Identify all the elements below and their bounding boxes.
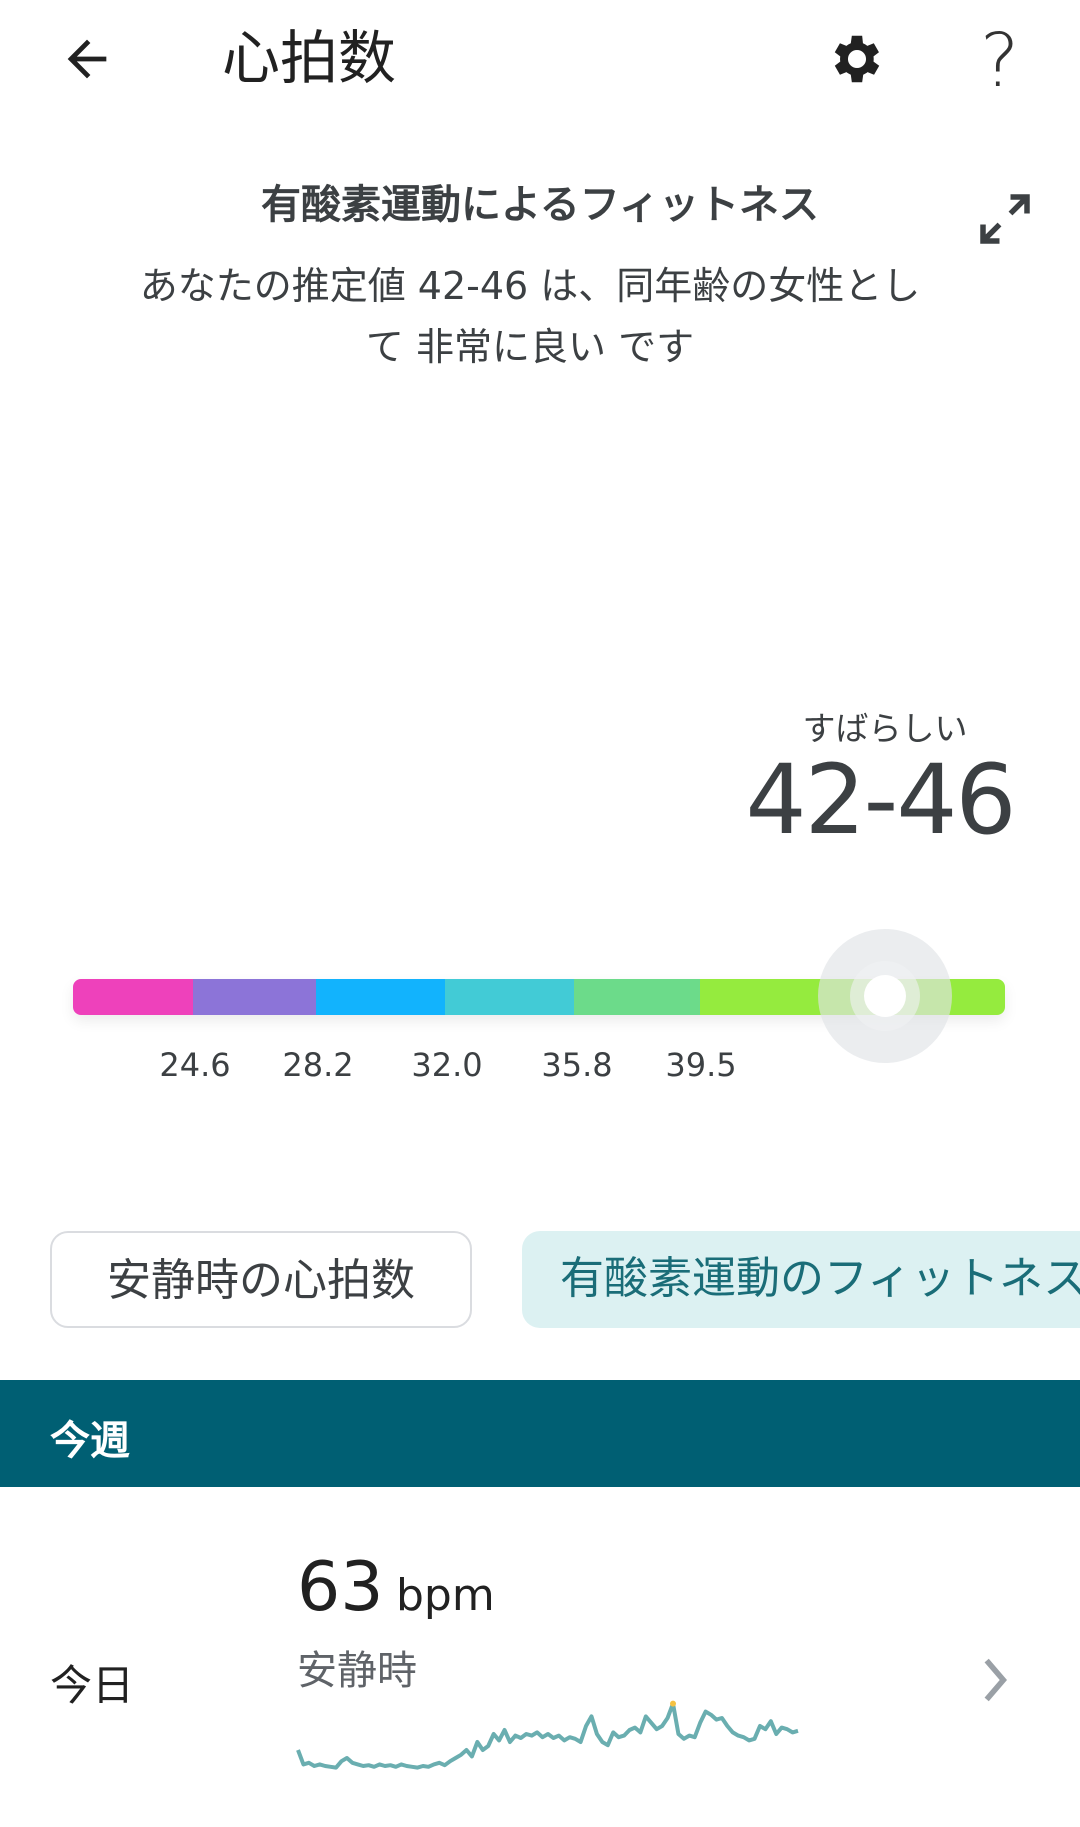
section-header: 今週 [0, 1380, 1080, 1487]
bpm-unit: bpm [396, 1570, 495, 1621]
scale-segment-average [316, 979, 445, 1015]
chevron-right-icon[interactable] [978, 1655, 1012, 1705]
scale-segment-very-good [574, 979, 700, 1015]
sparkline-peak [670, 1700, 676, 1707]
bpm-value: 63 [297, 1548, 384, 1627]
resting-label: 安静時 [297, 1648, 417, 1694]
chip-resting-heart-rate[interactable]: 安静時の心拍数 [50, 1231, 472, 1328]
scale-tick: 28.2 [282, 1046, 354, 1084]
scale-tick: 39.5 [665, 1046, 737, 1084]
scale-marker [864, 975, 906, 1017]
heart-rate-sparkline[interactable] [290, 1690, 810, 1780]
expand-icon[interactable] [972, 186, 1038, 252]
card-heading: 有酸素運動によるフィットネス [261, 182, 819, 228]
chip-cardio-fitness[interactable]: 有酸素運動のフィットネス [522, 1231, 1080, 1328]
scale-segment-good [445, 979, 574, 1015]
back-arrow-icon[interactable] [58, 30, 116, 88]
day-label: 今日 [50, 1661, 135, 1710]
scale-tick: 24.6 [159, 1046, 231, 1084]
page-title: 心拍数 [222, 24, 397, 92]
rating-label: すばらしい [802, 709, 968, 748]
scale-tick: 35.8 [541, 1046, 613, 1084]
fitness-value: 42-46 [745, 744, 1017, 856]
sparkline-path [296, 1701, 799, 1770]
fitness-description: あなたの推定値 42-46 は、同年齢の女性として 非常に良い です [139, 264, 921, 369]
scale-tick: 32.0 [411, 1046, 483, 1084]
scale-segment-poor [73, 979, 193, 1015]
scale-segment-fair [193, 979, 316, 1015]
help-button[interactable]: ? [980, 18, 1020, 104]
section-title: 今週 [50, 1418, 130, 1464]
gear-icon[interactable] [826, 28, 888, 90]
